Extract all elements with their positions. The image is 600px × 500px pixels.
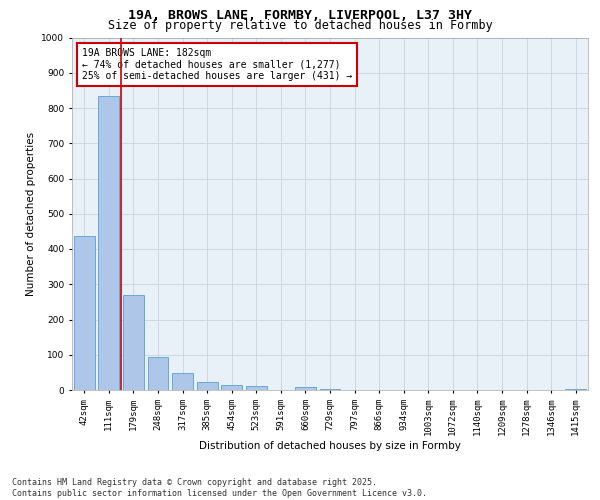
Bar <box>74 236 95 390</box>
Text: 19A, BROWS LANE, FORMBY, LIVERPOOL, L37 3HY: 19A, BROWS LANE, FORMBY, LIVERPOOL, L37 … <box>128 9 472 22</box>
Bar <box>320 389 340 390</box>
Text: Contains HM Land Registry data © Crown copyright and database right 2025.
Contai: Contains HM Land Registry data © Crown c… <box>12 478 427 498</box>
Text: 19A BROWS LANE: 182sqm
← 74% of detached houses are smaller (1,277)
25% of semi-: 19A BROWS LANE: 182sqm ← 74% of detached… <box>82 48 353 82</box>
Text: Size of property relative to detached houses in Formby: Size of property relative to detached ho… <box>107 19 493 32</box>
Bar <box>98 96 119 390</box>
X-axis label: Distribution of detached houses by size in Formby: Distribution of detached houses by size … <box>199 441 461 451</box>
Bar <box>295 387 316 390</box>
Bar <box>123 295 144 390</box>
Bar <box>148 356 169 390</box>
Bar <box>221 385 242 390</box>
Bar <box>246 386 267 390</box>
Bar <box>172 373 193 390</box>
Y-axis label: Number of detached properties: Number of detached properties <box>26 132 36 296</box>
Bar <box>197 382 218 390</box>
